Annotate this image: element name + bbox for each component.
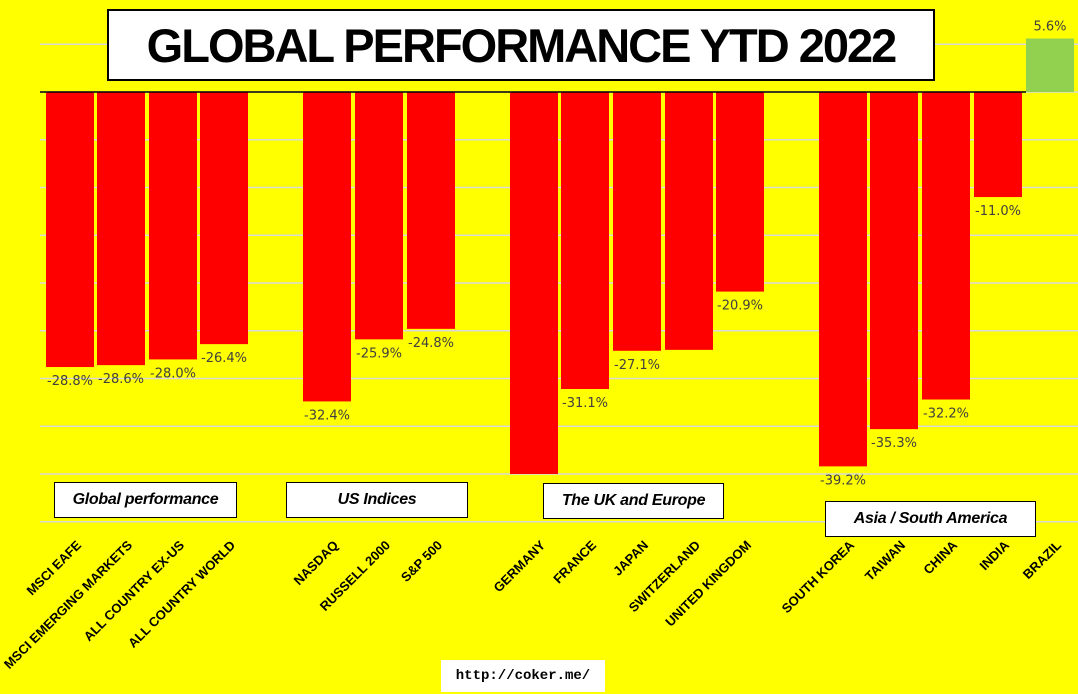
data-label: -11.0%: [975, 204, 1021, 219]
chart-title: GLOBAL PERFORMANCE YTD 2022: [107, 9, 935, 81]
data-label: -25.9%: [356, 346, 402, 361]
bar: [613, 92, 661, 351]
bar: [561, 92, 609, 390]
bar: [149, 92, 197, 360]
tick-label: FRANCE: [550, 537, 599, 586]
data-label: -20.9%: [717, 299, 763, 314]
tick-label: UNITED KINGDOM: [662, 538, 754, 630]
data-label: -28.6%: [98, 372, 144, 387]
bar: [819, 92, 867, 467]
tick-label: SOUTH KOREA: [779, 537, 858, 616]
bar: [355, 92, 403, 340]
tick-label: TAIWAN: [862, 538, 908, 584]
data-label: -32.4%: [304, 408, 350, 423]
group-label-global: Global performance: [54, 482, 237, 518]
bar: [407, 92, 455, 329]
bar: [46, 92, 94, 368]
bar: [665, 92, 713, 350]
tick-label: BRAZIL: [1020, 537, 1064, 581]
tick-label: JAPAN: [610, 538, 651, 579]
data-label: -39.2%: [820, 473, 866, 488]
tick-label: ALL COUNTRY EX-US: [81, 537, 188, 644]
data-label: -32.2%: [923, 407, 969, 422]
tick-label: INDIA: [976, 537, 1012, 573]
group-label-us: US Indices: [286, 482, 468, 518]
data-label: -28.8%: [47, 374, 93, 389]
data-label: 5.6%: [1033, 20, 1066, 35]
data-label: -26.4%: [201, 351, 247, 366]
bar: [303, 92, 351, 402]
tick-label: NASDAQ: [291, 538, 341, 588]
group-label-europe: The UK and Europe: [543, 483, 724, 519]
group-label-asia: Asia / South America: [825, 501, 1036, 537]
bar: [97, 92, 145, 366]
bar: [510, 92, 558, 474]
tick-label: S&P 500: [398, 538, 445, 585]
source-url[interactable]: http://coker.me/: [441, 660, 605, 692]
bar: [974, 92, 1022, 198]
bar: [200, 92, 248, 345]
data-label: -31.1%: [562, 396, 608, 411]
bar: [922, 92, 970, 400]
data-label: -27.1%: [614, 358, 660, 373]
data-label: -28.0%: [150, 366, 196, 381]
tick-label: CHINA: [920, 537, 960, 577]
data-label: -35.3%: [871, 436, 917, 451]
bar: [870, 92, 918, 430]
data-label: -24.8%: [408, 336, 454, 351]
tick-label: ALL COUNTRY WORLD: [125, 538, 238, 651]
bar: [716, 92, 764, 292]
tick-label: GERMANY: [491, 537, 549, 595]
bar: [1026, 38, 1074, 92]
